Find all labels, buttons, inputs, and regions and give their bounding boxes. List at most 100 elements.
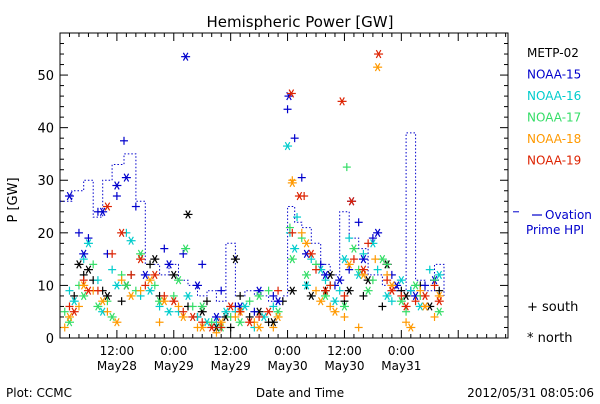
north-marker-arm — [291, 244, 298, 253]
north-marker-arm — [199, 302, 205, 311]
north-marker — [93, 302, 103, 311]
south-marker — [198, 260, 207, 269]
north-marker-arm — [213, 323, 220, 332]
north-marker-arm — [374, 62, 381, 72]
ovation-hpi-line — [60, 132, 445, 302]
north-marker — [102, 291, 112, 301]
north-marker-arm — [114, 181, 120, 190]
north-marker-arm — [99, 296, 106, 306]
north-marker — [98, 296, 108, 306]
north-marker — [126, 236, 136, 245]
north-marker — [294, 191, 304, 201]
north-marker — [254, 323, 264, 332]
south-marker — [217, 323, 226, 332]
north-marker-arm — [99, 207, 106, 216]
north-marker-arm — [303, 270, 310, 280]
north-marker — [140, 270, 150, 280]
south-marker — [108, 265, 117, 274]
legend-entry: METP-02 — [527, 46, 579, 60]
x-tick-date-label: May31 — [381, 359, 421, 373]
south-marker — [335, 286, 344, 295]
north-marker — [290, 244, 300, 253]
north-marker — [373, 62, 383, 72]
north-marker-arm — [182, 52, 189, 61]
north-marker — [344, 286, 354, 295]
north-marker — [79, 249, 89, 259]
south-marker — [93, 286, 102, 295]
north-marker-arm — [351, 244, 357, 253]
north-marker-arm — [128, 236, 134, 245]
north-marker — [145, 286, 155, 295]
north-marker-arm — [66, 312, 73, 322]
south-marker — [402, 318, 411, 327]
north-marker — [188, 312, 198, 322]
north-marker — [358, 265, 368, 274]
north-marker — [411, 281, 421, 290]
south-marker — [269, 302, 278, 311]
north-marker — [192, 281, 202, 290]
south-marker — [383, 260, 392, 269]
north-marker — [64, 312, 74, 322]
south-marker — [416, 286, 425, 295]
x-tick-time-label: 12:00 — [213, 344, 248, 358]
south-marker — [430, 281, 439, 290]
south-marker — [146, 260, 155, 269]
north-legend-label: * north — [527, 331, 573, 346]
north-marker — [268, 318, 278, 327]
north-marker — [107, 312, 117, 322]
north-marker — [306, 291, 316, 301]
north-marker-arm — [327, 270, 333, 280]
north-marker — [273, 307, 283, 316]
north-marker-arm — [289, 286, 296, 295]
north-marker-arm — [185, 291, 191, 301]
north-marker-arm — [147, 275, 153, 285]
south-marker — [255, 312, 264, 321]
north-marker-arm — [332, 296, 338, 306]
south-marker — [411, 297, 420, 306]
north-marker-arm — [341, 254, 348, 264]
north-marker — [136, 254, 146, 264]
south-marker — [364, 239, 373, 248]
north-marker-arm — [308, 291, 315, 301]
south-marker — [217, 286, 226, 295]
north-marker — [121, 281, 131, 290]
north-marker-arm — [365, 275, 371, 285]
x-tick-date-label: May30 — [268, 359, 308, 373]
north-marker-arm — [422, 291, 428, 301]
north-marker-arm — [99, 307, 106, 316]
north-marker — [373, 228, 383, 238]
south-marker — [425, 265, 434, 274]
north-marker — [216, 318, 226, 327]
north-marker — [69, 296, 79, 306]
north-marker-arm — [246, 318, 253, 327]
north-marker — [349, 244, 359, 253]
north-marker — [337, 97, 347, 106]
north-marker — [235, 318, 245, 327]
north-marker-arm — [189, 312, 196, 322]
south-marker — [245, 312, 254, 321]
north-marker — [197, 323, 207, 332]
north-marker-arm — [436, 307, 443, 316]
south-marker — [188, 302, 197, 311]
north-marker-arm — [104, 291, 111, 301]
north-marker-arm — [80, 291, 87, 301]
north-marker-arm — [137, 254, 144, 264]
south-marker — [65, 302, 74, 311]
north-marker — [434, 307, 444, 316]
south-marker — [345, 265, 354, 274]
north-marker — [339, 302, 349, 311]
south-marker — [226, 323, 235, 332]
north-marker — [320, 286, 330, 295]
north-marker — [382, 291, 392, 301]
x-tick-date-label: May30 — [324, 359, 364, 373]
south-marker — [342, 163, 351, 172]
north-marker — [174, 275, 184, 285]
north-marker-arm — [379, 254, 386, 264]
south-marker — [117, 297, 126, 306]
north-marker-arm — [152, 270, 158, 280]
south-marker — [368, 276, 377, 285]
x-tick-date-label: May29 — [211, 359, 251, 373]
legend: METP-02 NOAA-15 NOAA-16 NOAA-17 NOAA-18 NOAA-… — [513, 46, 592, 346]
